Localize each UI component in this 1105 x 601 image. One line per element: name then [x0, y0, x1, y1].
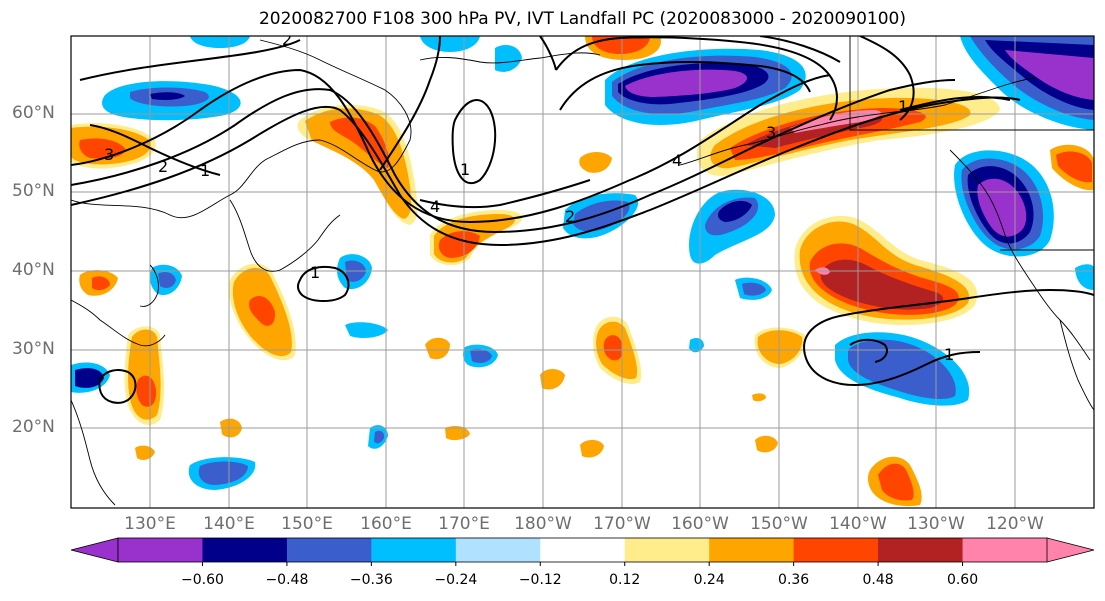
- pv-contours: [71, 36, 1094, 404]
- pv-anomaly-fill: 3 2 1 2 1 4 2 4 3 1 1 1: [71, 30, 1094, 508]
- lon-label: 120°W: [986, 514, 1044, 534]
- contour-label: 1: [898, 97, 908, 116]
- colorbar-segment: [540, 538, 626, 562]
- lon-label: 150°W: [750, 514, 808, 534]
- lon-label: 160°W: [671, 514, 729, 534]
- lon-label: 140°W: [829, 514, 887, 534]
- lon-label: 170°E: [438, 514, 490, 534]
- contour-label: 4: [672, 151, 682, 170]
- colorbar-tick-label: 0.36: [778, 572, 810, 588]
- colorbar-tick-label: 0.24: [693, 572, 725, 588]
- lat-label: 30°N: [12, 339, 55, 359]
- colorbar-tick-label: −0.48: [265, 572, 309, 588]
- colorbar-segment: [371, 538, 457, 562]
- colorbar-segment: [793, 538, 879, 562]
- lon-label: 180°W: [514, 514, 572, 534]
- colorbar-tick-label: 0.12: [609, 572, 641, 588]
- colorbar-segment: [286, 538, 372, 562]
- coastlines: [71, 36, 1094, 506]
- colorbar-tick-label: −0.36: [349, 572, 393, 588]
- colorbar: [70, 537, 1095, 566]
- colorbar-segment: [202, 538, 288, 562]
- contour-label: 4: [430, 197, 440, 216]
- colorbar-tick-label: −0.24: [434, 572, 478, 588]
- colorbar-tick-label: −0.12: [518, 572, 562, 588]
- lat-label: 60°N: [12, 103, 55, 123]
- contour-label: 2: [565, 207, 575, 226]
- lon-label: 170°W: [593, 514, 651, 534]
- contour-label: 3: [766, 123, 776, 142]
- gridlines: [71, 36, 1094, 508]
- colorbar-segment: [878, 538, 964, 562]
- map-frame: [70, 35, 1095, 509]
- lon-label: 130°E: [124, 514, 176, 534]
- colorbar-segment: [455, 538, 541, 562]
- lon-label: 160°E: [360, 514, 412, 534]
- colorbar-segment: [624, 538, 710, 562]
- colorbar-frame: [117, 537, 1048, 563]
- colorbar-segment: [709, 538, 795, 562]
- colorbar-extend-max: [1046, 537, 1095, 563]
- contour-label: 2: [158, 157, 168, 176]
- lon-label: 140°E: [203, 514, 255, 534]
- colorbar-extend-min: [70, 537, 119, 563]
- contour-label: 3: [104, 145, 114, 164]
- lon-label: 130°W: [907, 514, 965, 534]
- contour-label: 1: [200, 161, 210, 180]
- lon-label: 150°E: [281, 514, 333, 534]
- contour-label: 1: [944, 345, 954, 364]
- contour-label: 1: [460, 160, 470, 179]
- lat-label: 40°N: [12, 260, 55, 280]
- colorbar-segment: [962, 538, 1048, 562]
- colorbar-tick-label: 0.60: [946, 572, 979, 588]
- contour-label: 1: [310, 263, 320, 282]
- contour-labels: 3 2 1 2 1 4 2 4 3 1 1 1: [104, 30, 954, 364]
- colorbar-tick-label: −0.60: [181, 572, 224, 588]
- colorbar-tick-label: 0.48: [862, 572, 894, 588]
- contour-label: 2: [282, 30, 292, 49]
- map-title: 2020082700 F108 300 hPa PV, IVT Landfall…: [258, 9, 906, 29]
- lat-label: 50°N: [12, 181, 55, 201]
- lat-label: 20°N: [12, 417, 55, 437]
- colorbar-segment: [118, 538, 203, 562]
